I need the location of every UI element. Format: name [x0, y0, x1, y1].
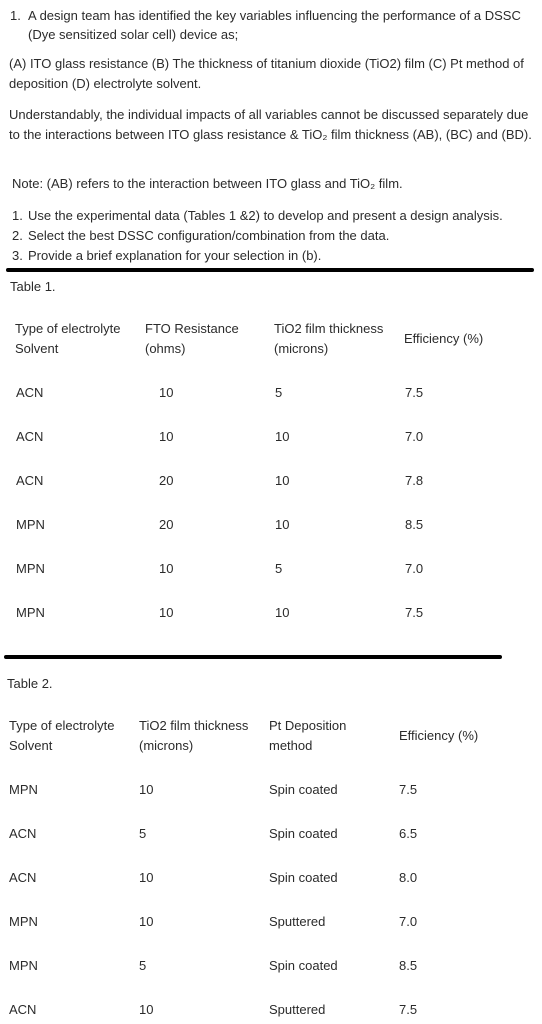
table-cell: ACN	[16, 429, 44, 444]
table-cell: 10	[159, 561, 174, 576]
divider	[4, 655, 502, 659]
table-cell: 5	[275, 561, 283, 576]
question-block: 1. A design team has identified the key …	[10, 6, 530, 44]
table-cell: 5	[139, 826, 147, 841]
table1-header-solvent: Type of electrolyte Solvent	[15, 321, 121, 356]
table-cell: ACN	[16, 473, 44, 488]
table-cell: 10	[275, 517, 290, 532]
table-cell: 5	[275, 385, 283, 400]
table-cell: 10	[275, 605, 290, 620]
task-list: 1. Use the experimental data (Tables 1 &2…	[12, 206, 503, 266]
table-cell: ACN	[16, 385, 44, 400]
table-cell: 10	[159, 385, 174, 400]
table-cell: MPN	[16, 605, 45, 620]
table-cell: 20	[159, 517, 174, 532]
table1-header-efficiency: Efficiency (%)	[404, 331, 484, 346]
table-cell: 6.5	[399, 826, 418, 841]
table2-header-pt: Pt Deposition method	[269, 718, 347, 753]
question-number: 1.	[10, 8, 21, 23]
variables-paragraph: (A) ITO glass resistance (B) The thickne…	[9, 56, 524, 91]
table-cell: MPN	[16, 517, 45, 532]
table-cell: 7.8	[405, 473, 424, 488]
table2-header-tio2: TiO2 film thickness (microns)	[139, 718, 249, 753]
table-cell: 10	[139, 914, 154, 929]
table-cell: 10	[159, 429, 174, 444]
table1-header-tio2: TiO2 film thickness (microns)	[274, 321, 384, 356]
table-cell: MPN	[16, 561, 45, 576]
task-item: 1. Use the experimental data (Tables 1 &2…	[12, 208, 503, 223]
table-cell: Sputtered	[269, 914, 326, 929]
table-cell: MPN	[9, 958, 38, 973]
table2-header-efficiency: Efficiency (%)	[399, 728, 479, 743]
table-cell: Sputtered	[269, 1002, 326, 1017]
table-cell: Spin coated	[269, 782, 338, 797]
table-cell: 10	[159, 605, 174, 620]
table-cell: Spin coated	[269, 870, 338, 885]
table-cell: 7.0	[405, 561, 424, 576]
table-cell: Spin coated	[269, 958, 338, 973]
table-cell: ACN	[9, 870, 37, 885]
table-cell: 8.0	[399, 870, 418, 885]
table-cell: 7.5	[399, 782, 418, 797]
table-cell: 10	[275, 429, 290, 444]
table-cell: ACN	[9, 826, 37, 841]
interactions-paragraph: Understandably, the individual impacts o…	[9, 107, 532, 142]
table1-title: Table 1.	[10, 279, 56, 294]
table-cell: 7.5	[405, 385, 424, 400]
table-cell: 10	[275, 473, 290, 488]
table-cell: 5	[139, 958, 147, 973]
question-text: A design team has identified the key var…	[28, 8, 521, 42]
table-cell: 7.0	[399, 914, 418, 929]
table-cell: 8.5	[405, 517, 424, 532]
table-cell: 10	[139, 870, 154, 885]
table-cell: 7.0	[405, 429, 424, 444]
table2-title: Table 2.	[7, 676, 53, 691]
table-cell: MPN	[9, 914, 38, 929]
table-cell: ACN	[9, 1002, 37, 1017]
task-item: 2. Select the best DSSC configuration/com…	[12, 228, 390, 243]
divider	[6, 268, 534, 272]
table-cell: MPN	[9, 782, 38, 797]
table1-header-fto: FTO Resistance (ohms)	[145, 321, 239, 356]
task-item: 3. Provide a brief explanation for your s…	[12, 248, 322, 263]
table2-header-solvent: Type of electrolyte Solvent	[9, 718, 115, 753]
table-cell: 20	[159, 473, 174, 488]
table-cell: 8.5	[399, 958, 418, 973]
table-cell: 10	[139, 1002, 154, 1017]
table-cell: 7.5	[405, 605, 424, 620]
table-cell: 10	[139, 782, 154, 797]
table-cell: Spin coated	[269, 826, 338, 841]
table-cell: 7.5	[399, 1002, 418, 1017]
note-text: Note: (AB) refers to the interaction bet…	[12, 176, 403, 191]
